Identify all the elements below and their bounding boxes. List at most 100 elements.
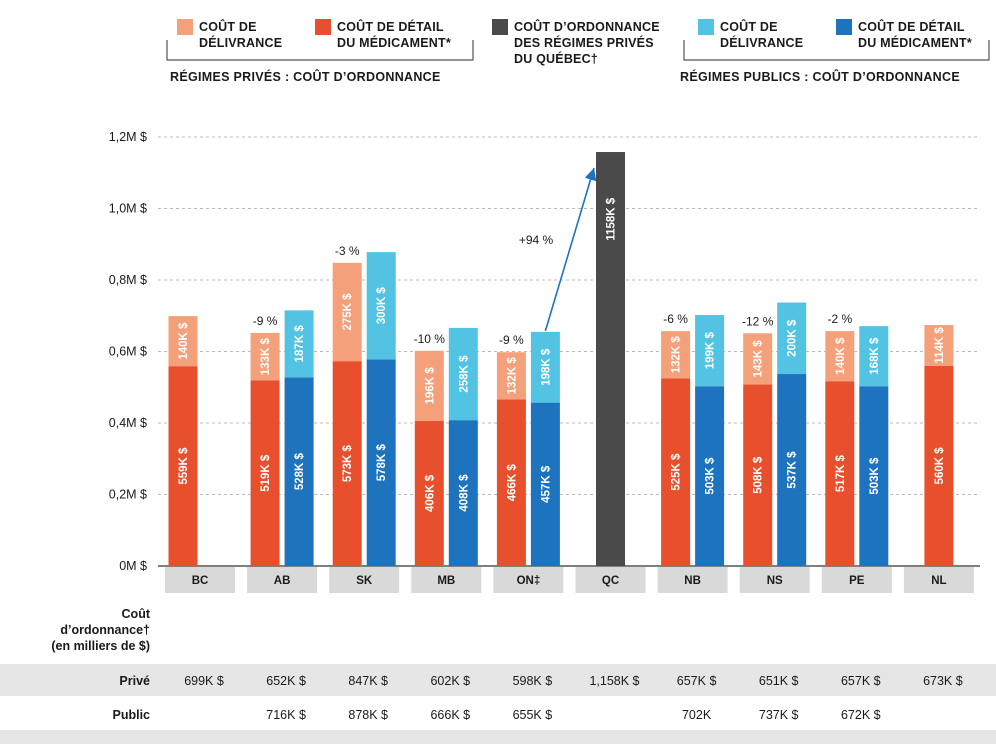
bar-pe-public-segment-pub_disp <box>859 326 889 387</box>
bar-on-private-segment-priv_drug <box>496 399 526 566</box>
y-tick-label-0: 0M $ <box>119 559 147 573</box>
bar-ns-public-segment-pub_disp <box>777 302 807 375</box>
legend-swatch-priv_drug <box>315 19 331 35</box>
category-box-on <box>493 567 564 593</box>
bar-pe-private-label-priv_drug: 517K $ <box>835 454 847 492</box>
bar-ns-private-label-priv_disp: 143K $ <box>753 340 765 378</box>
bar-sk-private-label-priv_disp: 275K $ <box>342 293 354 331</box>
y-axis: 0M $ 0,2M $ 0,4M $ 0,6M $ 0,8M $ 1,0M $ 1,2M $ <box>109 130 980 573</box>
bar-nl-private-label-priv_disp: 114K $ <box>934 327 946 364</box>
bar-mb-public-segment-pub_drug <box>448 420 478 566</box>
private-group-title: RÉGIMES PRIVÉS : COÛT D’ORDONNANCE <box>170 69 441 84</box>
bar-ns-public: 537K $ 200K $ <box>777 302 807 566</box>
growth-arrow <box>544 167 595 332</box>
bar-sk-private-label-priv_drug: 573K $ <box>342 444 354 482</box>
legend-label-priv_drug-0: COÛT DE DÉTAIL <box>337 19 444 34</box>
bar-nb-private-segment-priv_disp <box>661 331 691 379</box>
bar-nb-public-segment-pub_disp <box>695 315 725 387</box>
bar-on-public-label-pub_drug: 457K $ <box>540 465 552 503</box>
bar-pe-public-segment-pub_drug <box>859 386 889 566</box>
legend-label-pub_drug-1: DU MÉDICAMENT* <box>858 35 972 50</box>
category-label-on: ON‡ <box>517 575 541 587</box>
bar-qc-qc-label-qc: 1158K $ <box>606 197 618 240</box>
private-value-bc: 699K $ <box>184 674 224 688</box>
bar-ns-public-label-pub_disp: 200K $ <box>787 319 799 357</box>
y-tick-label-3: 0,6M $ <box>109 345 147 359</box>
private-group-bracket <box>166 40 474 61</box>
bar-nl-private: 560K $ 114K $ <box>924 325 954 566</box>
bar-nl-private-label-priv_drug: 560K $ <box>934 447 946 485</box>
bar-ab-public-label-pub_disp: 187K $ <box>294 325 306 363</box>
bar-nb-private: 525K $ 132K $ <box>661 331 691 566</box>
bar-bc-private-label-priv_drug: 559K $ <box>178 447 190 485</box>
table-header-line-0: Coût <box>122 607 151 621</box>
public-group-title: RÉGIMES PUBLICS : COÛT D’ORDONNANCE <box>680 69 960 84</box>
private-value-mb: 602K $ <box>430 674 470 688</box>
bar-mb-private-segment-priv_drug <box>414 420 444 566</box>
private-value-on: 598K $ <box>513 674 553 688</box>
bar-mb-private-segment-priv_disp <box>414 350 444 421</box>
public-row-label: Public <box>112 708 150 722</box>
bar-sk-private-segment-priv_disp <box>332 262 362 362</box>
legend-label-priv_disp-1: DÉLIVRANCE <box>199 35 282 50</box>
bar-mb-private: 406K $ 196K $ <box>414 350 444 566</box>
bar-nl-private-segment-priv_disp <box>924 325 954 366</box>
category-box-ab <box>247 567 318 593</box>
private-value-ns: 651K $ <box>759 674 799 688</box>
pct-annotation-ab: -9 % <box>253 314 278 328</box>
legend-label-pub_disp-0: COÛT DE <box>720 19 778 34</box>
category-label-sk: SK <box>356 575 373 587</box>
bar-pe-private-segment-priv_disp <box>825 331 855 382</box>
legend-label-qc-1: DES RÉGIMES PRIVÉS <box>514 35 654 50</box>
bar-sk-public-label-pub_disp: 300K $ <box>376 287 388 325</box>
bar-sk-private: 573K $ 275K $ <box>332 262 362 566</box>
bar-nb-private-segment-priv_drug <box>661 378 691 566</box>
legend-swatch-pub_drug <box>836 19 852 35</box>
bar-bc-private-segment-priv_drug <box>168 366 198 566</box>
pct-annotation-ns: -12 % <box>742 314 774 328</box>
bar-qc-qc: 1158K $ <box>596 152 625 566</box>
private-value-qc: 1,158K $ <box>589 674 639 688</box>
private-value-pe: 657K $ <box>841 674 881 688</box>
bar-mb-public: 408K $ 258K $ <box>448 327 478 566</box>
private-value-nb: 657K $ <box>677 674 717 688</box>
category-box-qc <box>575 567 646 593</box>
bar-ns-private-label-priv_drug: 508K $ <box>753 456 765 494</box>
y-tick-label-1: 0,2M $ <box>109 488 147 502</box>
category-box-bc <box>165 567 235 593</box>
bar-on-public-label-pub_disp: 198K $ <box>540 348 552 386</box>
y-tick-label-6: 1,2M $ <box>109 130 147 144</box>
legend-label-qc-0: COÛT D’ORDONNANCE <box>514 19 660 34</box>
legend-label-pub_disp-1: DÉLIVRANCE <box>720 35 803 50</box>
table-header-line-1: d’ordonnance† <box>60 623 150 637</box>
bar-ns-private: 508K $ 143K $ <box>743 333 773 566</box>
growth-arrow-head <box>584 168 597 182</box>
legend-swatch-priv_disp <box>177 19 193 35</box>
growth-arrow-label: +94 % <box>519 233 554 247</box>
gridlines <box>158 136 980 495</box>
pct-annotation-nb: -6 % <box>663 312 688 326</box>
bar-ab-private: 519K $ 133K $ <box>250 332 280 566</box>
bar-pe-private-segment-priv_drug <box>825 381 855 566</box>
pct-annotation-on: -9 % <box>499 333 524 347</box>
private-value-ab: 652K $ <box>266 674 306 688</box>
x-axis: BC AB SK MB ON‡ QC NB NS PE NL <box>165 567 974 593</box>
bar-nl-private-segment-priv_drug <box>924 365 954 566</box>
pct-annotation-mb: -10 % <box>414 332 446 346</box>
bar-on-public-segment-pub_disp <box>530 331 560 403</box>
public-value-pe: 672K $ <box>841 708 881 722</box>
category-label-ns: NS <box>767 575 783 587</box>
category-label-nb: NB <box>684 575 701 587</box>
legend-label-pub_drug-0: COÛT DE DÉTAIL <box>858 19 965 34</box>
bar-mb-public-segment-pub_disp <box>448 327 478 421</box>
public-group-bracket <box>683 40 990 61</box>
table-header-line-2: (en milliers de $) <box>51 639 150 653</box>
bar-qc-qc-segment-qc <box>596 152 625 566</box>
category-label-nl: NL <box>931 575 946 587</box>
bar-pe-public-label-pub_disp: 168K $ <box>869 337 881 375</box>
private-row-label: Privé <box>119 674 150 688</box>
bar-ab-private-label-priv_drug: 519K $ <box>260 454 272 492</box>
public-value-nb: 702K <box>682 708 712 722</box>
